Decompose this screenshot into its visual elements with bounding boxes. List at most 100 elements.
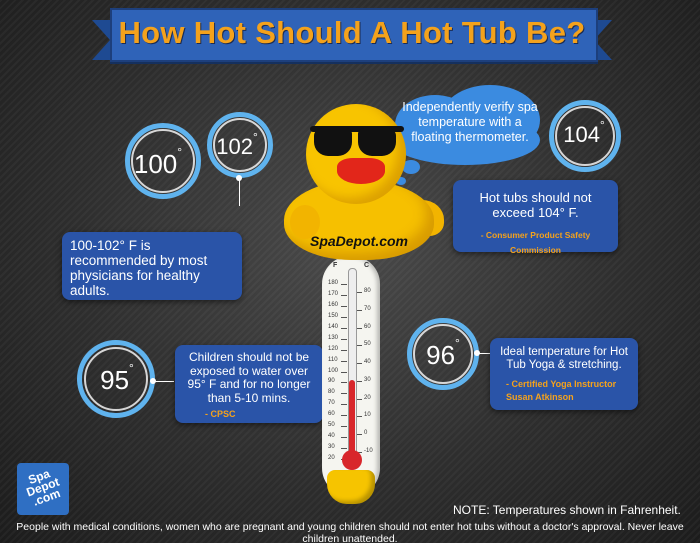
cloud-part (390, 115, 540, 165)
fahrenheit-tick-label: 50 (328, 422, 335, 429)
ring-104 (549, 100, 621, 172)
ring-100-inner (131, 129, 195, 193)
fahrenheit-tick-label: 130 (328, 334, 339, 341)
temp-102: 102° (216, 130, 258, 159)
info-box-95: Children should not be exposed to water … (175, 345, 323, 423)
fahrenheit-tick (341, 338, 347, 340)
temp-100: 100° (133, 145, 183, 179)
banner-tail-left (92, 20, 110, 60)
celsius-tick-label: 40 (364, 359, 371, 366)
sunglasses-right-lens (358, 128, 396, 156)
celsius-tick (356, 327, 362, 329)
celsius-scale: 80 70 60 50 40 30 20 10 0 -10 (356, 288, 376, 454)
cloud-puff (402, 160, 420, 174)
connector-dot (474, 350, 480, 356)
celsius-label: C (364, 262, 370, 269)
fahrenheit-tick (341, 294, 347, 296)
fahrenheit-tick-label: 170 (328, 290, 339, 297)
fahrenheit-scale: 180 170 160 150 140 130 120 110 100 90 80 70 60 50 40 3… (328, 280, 348, 461)
source-95: - CPSC (205, 409, 236, 419)
celsius-tick (356, 292, 362, 293)
duck-beak (337, 158, 385, 184)
fahrenheit-tick-label: 20 (328, 455, 335, 461)
fahrenheit-tick-label: 90 (328, 378, 335, 385)
ring-95-inner (84, 347, 148, 411)
celsius-tick (356, 380, 362, 382)
fahrenheit-tick (341, 305, 347, 307)
connector-line (239, 178, 240, 206)
ring-100 (125, 123, 201, 199)
info-box-102: 100-102° F is recommended by most physic… (62, 232, 242, 300)
logo-text: Spa Depot .com (24, 466, 63, 509)
fahrenheit-tick (341, 393, 347, 395)
celsius-tick-label: 20 (364, 394, 371, 401)
info-text-96: Ideal temperature for Hot Tub Yoga & str… (500, 346, 628, 371)
celsius-tick (356, 416, 362, 418)
connector-line (478, 353, 492, 354)
sunglasses-bridge (310, 126, 404, 132)
info-box-104: Hot tubs should not exceed 104° F. - Con… (453, 180, 618, 255)
fahrenheit-tick (341, 382, 347, 384)
cloud-puff (396, 177, 406, 185)
source-104: - Consumer Product Safety Commission (480, 230, 591, 255)
fahrenheit-tick (341, 404, 347, 406)
fahrenheit-tick (341, 316, 347, 318)
celsius-tick-label: -10 (364, 448, 373, 454)
ring-104-inner (555, 106, 615, 166)
fahrenheit-tick-label: 160 (328, 301, 339, 308)
page-title: How Hot Should A Hot Tub Be? (118, 15, 586, 50)
ring-96-inner (413, 324, 473, 384)
fahrenheit-tick (341, 349, 347, 351)
celsius-tick-label: 80 (364, 288, 371, 294)
info-text-102: 100-102° F is recommended by most physic… (70, 238, 208, 298)
celsius-tick-label: 10 (364, 412, 371, 419)
fahrenheit-label: F (333, 262, 338, 269)
safety-disclaimer: People with medical conditions, women wh… (16, 521, 684, 543)
cloud-text: Independently verify spa temperature wit… (402, 100, 538, 144)
fahrenheit-tick-label: 150 (328, 312, 339, 319)
fahrenheit-tick-label: 70 (328, 400, 335, 407)
fahrenheit-tick-label: 100 (328, 367, 339, 374)
info-box-96: Ideal temperature for Hot Tub Yoga & str… (490, 338, 638, 410)
temp-96: 96° (426, 336, 460, 370)
celsius-tick (356, 345, 362, 347)
source-96: - Certified Yoga Instructor Susan Atkins… (506, 379, 617, 402)
fahrenheit-tick (341, 415, 347, 417)
celsius-tick-label: 70 (364, 305, 371, 312)
info-text-104: Hot tubs should not exceed 104° F. (479, 190, 592, 220)
celsius-tick-label: 50 (364, 341, 371, 348)
duck-brand-text: SpaDepot.com (309, 233, 408, 249)
celsius-tick-label: 30 (364, 376, 371, 383)
celsius-tick-label: 0 (364, 430, 368, 437)
sunglasses-left-lens (314, 128, 352, 156)
fahrenheit-tick-label: 110 (328, 356, 338, 363)
spa-depot-logo[interactable]: Spa Depot .com (17, 463, 69, 515)
fahrenheit-tick-label: 140 (328, 323, 339, 330)
fahrenheit-tick-label: 120 (328, 345, 339, 352)
fahrenheit-tick (341, 371, 347, 373)
thermometer-cap (327, 470, 375, 504)
fahrenheit-tick (341, 437, 347, 439)
temp-95: 95° (100, 361, 134, 395)
duck-wing (290, 205, 320, 239)
connector-line (154, 381, 174, 382)
celsius-tick (356, 398, 362, 400)
fahrenheit-tick (341, 327, 347, 329)
celsius-tick (356, 309, 362, 311)
title-banner (110, 8, 598, 62)
fahrenheit-tick-label: 80 (328, 389, 335, 396)
fahrenheit-tick-label: 30 (328, 444, 335, 451)
thermometer-mercury (349, 380, 355, 458)
ring-102-inner (213, 118, 267, 172)
fahrenheit-tick (341, 360, 347, 362)
thermometer-bulb (342, 450, 362, 470)
fahrenheit-tick-label: 180 (328, 280, 339, 286)
fahrenheit-tick-label: 40 (328, 433, 335, 440)
fahrenheit-tick-label: 60 (328, 411, 335, 418)
celsius-tick (356, 363, 362, 365)
banner-tail-right (594, 20, 612, 60)
fahrenheit-tick (341, 448, 347, 450)
celsius-tick-label: 60 (364, 323, 371, 330)
info-text-95: Children should not be exposed to water … (187, 350, 311, 405)
